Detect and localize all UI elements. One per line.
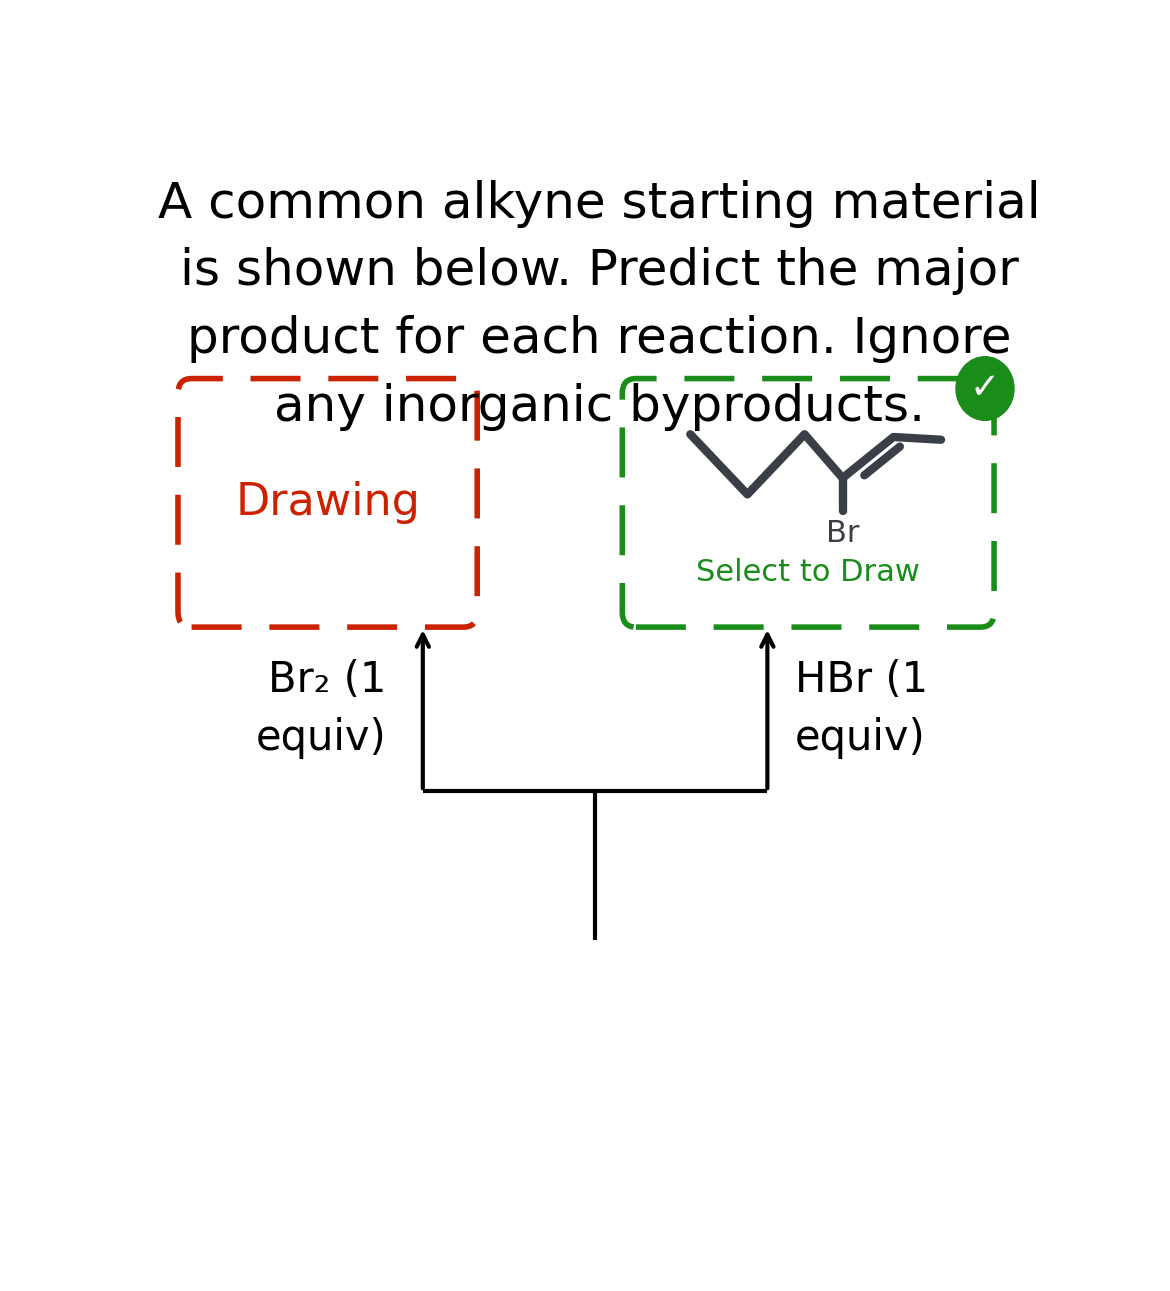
Text: Select to Draw: Select to Draw xyxy=(696,558,920,587)
FancyBboxPatch shape xyxy=(178,378,477,627)
Text: Br: Br xyxy=(826,519,860,547)
Text: any inorganic byproducts.: any inorganic byproducts. xyxy=(274,382,925,431)
Text: ✓: ✓ xyxy=(970,372,1000,405)
FancyBboxPatch shape xyxy=(622,378,994,627)
Text: product for each reaction. Ignore: product for each reaction. Ignore xyxy=(187,315,1012,363)
Circle shape xyxy=(956,356,1014,421)
Text: Drawing: Drawing xyxy=(235,482,420,524)
Text: Br₂ (1
equiv): Br₂ (1 equiv) xyxy=(256,658,386,759)
Text: A common alkyne starting material: A common alkyne starting material xyxy=(158,179,1041,227)
Text: is shown below. Predict the major: is shown below. Predict the major xyxy=(180,248,1019,296)
Text: HBr (1
equiv): HBr (1 equiv) xyxy=(794,658,928,759)
